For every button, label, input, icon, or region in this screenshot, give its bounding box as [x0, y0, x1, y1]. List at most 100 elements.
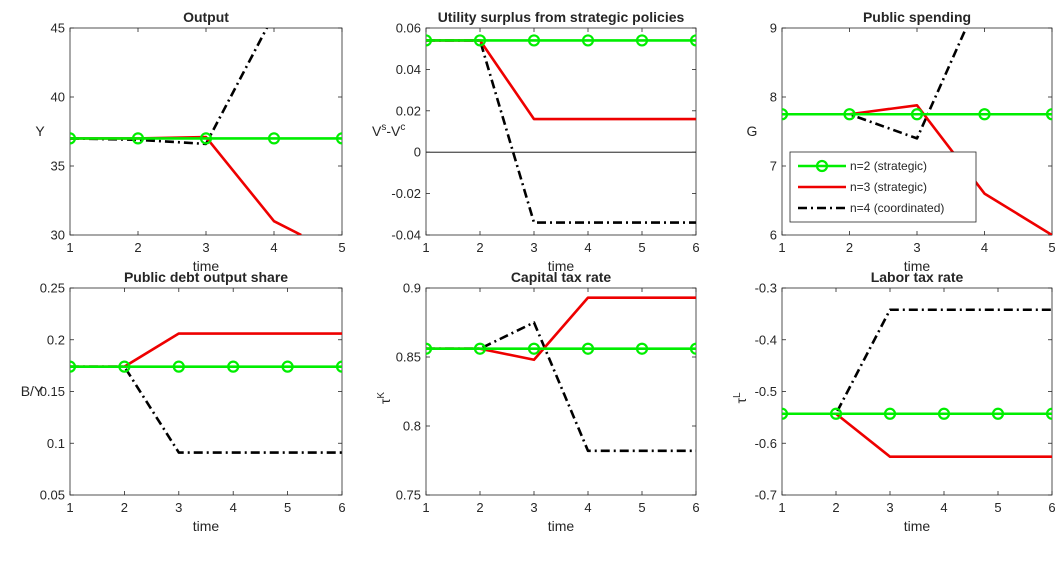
panel-5: 1 2 3 4 5 6 0.75 0.8 0.85 0.9 Capital tax rate time…	[376, 269, 700, 534]
panel-title: Public spending	[863, 9, 971, 25]
panel-title: Output	[183, 9, 229, 25]
y-tick-label: 0.8	[403, 419, 421, 434]
data-point	[782, 108, 789, 121]
x-tick-label: 2	[832, 500, 839, 515]
x-tick-label: 6	[692, 240, 699, 255]
x-tick-label: 3	[202, 240, 209, 255]
y-axis-label: B/Y	[21, 383, 44, 399]
y-tick-label: 0.9	[403, 281, 421, 296]
x-tick-label: 3	[886, 500, 893, 515]
data-point	[1045, 108, 1052, 121]
axes-box	[781, 287, 1053, 496]
data-point	[426, 34, 433, 47]
panel-3: 1 2 3 4 5 6 7 8 9 Public spending time G	[747, 9, 1055, 274]
y-axis-label: Y	[35, 123, 45, 139]
data-point	[782, 407, 789, 420]
x-tick-label: 2	[134, 240, 141, 255]
data-point	[978, 108, 991, 121]
x-tick-label: 5	[338, 240, 345, 255]
y-tick-label: 0.02	[396, 103, 421, 118]
y-tick-label: 35	[51, 159, 65, 174]
data-point	[527, 342, 541, 355]
axes-box	[425, 27, 697, 236]
series-group	[426, 296, 696, 453]
x-tick-label: 3	[530, 240, 537, 255]
data-point	[172, 360, 185, 373]
y-tick-label: -0.04	[391, 228, 421, 243]
x-tick-label: 6	[338, 500, 345, 515]
data-point	[910, 108, 924, 121]
x-tick-label: 1	[66, 240, 73, 255]
data-point	[843, 108, 856, 121]
y-tick-label: -0.3	[755, 281, 777, 296]
y-tick-label: 45	[51, 21, 65, 36]
y-tick-label: 0	[414, 145, 421, 160]
x-tick-label: 2	[476, 500, 483, 515]
data-point	[199, 132, 213, 145]
y-tick-label: 0.06	[396, 21, 421, 36]
x-tick-label: 1	[778, 240, 785, 255]
panel-4: 1 2 3 4 5 6 0.05 0.1 0.15 0.2 0.25 Public debt outp…	[21, 269, 346, 534]
series-group	[782, 28, 1052, 235]
y-tick-label: 9	[770, 21, 777, 36]
legend-marker	[815, 159, 829, 173]
y-tick-label: 7	[770, 159, 777, 174]
y-tick-label: 0.04	[396, 62, 421, 77]
x-tick-label: 5	[638, 500, 645, 515]
x-tick-label: 3	[175, 500, 182, 515]
data-point	[267, 132, 281, 145]
x-tick-label: 4	[940, 500, 947, 515]
x-tick-label: 5	[638, 240, 645, 255]
series-group	[426, 34, 696, 224]
legend-label: n=3 (strategic)	[850, 180, 927, 194]
x-tick-label: 4	[230, 500, 237, 515]
y-axis-label: G	[747, 123, 758, 139]
y-tick-label: 0.85	[396, 350, 421, 365]
x-tick-label: 4	[981, 240, 988, 255]
data-point	[883, 407, 897, 420]
x-axis-label: time	[193, 258, 220, 274]
data-point	[991, 407, 1005, 420]
legend-label: n=2 (strategic)	[850, 159, 927, 173]
x-axis-label: time	[548, 258, 575, 274]
x-tick-label: 3	[913, 240, 920, 255]
panel-title: Capital tax rate	[511, 269, 612, 285]
x-tick-label: 1	[778, 500, 785, 515]
data-point	[581, 342, 595, 355]
x-tick-label: 5	[284, 500, 291, 515]
x-tick-label: 1	[422, 240, 429, 255]
x-tick-label: 5	[994, 500, 1001, 515]
x-tick-label: 1	[422, 500, 429, 515]
x-tick-label: 6	[1048, 500, 1055, 515]
x-axis-label: time	[904, 258, 931, 274]
x-tick-label: 1	[66, 500, 73, 515]
y-tick-label: 0.75	[396, 488, 421, 503]
x-tick-label: 4	[584, 500, 591, 515]
y-tick-label: 30	[51, 228, 65, 243]
x-axis-label: time	[548, 518, 575, 534]
axes-box	[69, 287, 343, 496]
panel-title: Labor tax rate	[871, 269, 964, 285]
x-tick-label: 4	[270, 240, 277, 255]
data-point	[335, 132, 342, 145]
series-group	[782, 308, 1052, 459]
panel-title: Public debt output share	[124, 269, 288, 285]
data-point	[473, 34, 487, 47]
y-tick-label: -0.4	[755, 332, 777, 347]
data-point	[689, 342, 696, 355]
y-axis-label: Vs-Vc	[372, 122, 405, 139]
y-axis-label: τL	[732, 392, 749, 404]
data-point	[829, 407, 843, 420]
data-point	[635, 342, 649, 355]
x-tick-label: 3	[530, 500, 537, 515]
data-point	[1045, 407, 1052, 420]
x-axis-label: time	[904, 518, 931, 534]
data-point	[689, 34, 696, 47]
data-point	[118, 360, 131, 373]
legend-label: n=4 (coordinated)	[850, 201, 944, 215]
legend: n=2 (strategic) n=3 (strategic) n=4 (coord…	[789, 151, 977, 223]
panel-title: Utility surplus from strategic policies	[438, 9, 685, 25]
y-axis-label: τK	[376, 392, 393, 405]
